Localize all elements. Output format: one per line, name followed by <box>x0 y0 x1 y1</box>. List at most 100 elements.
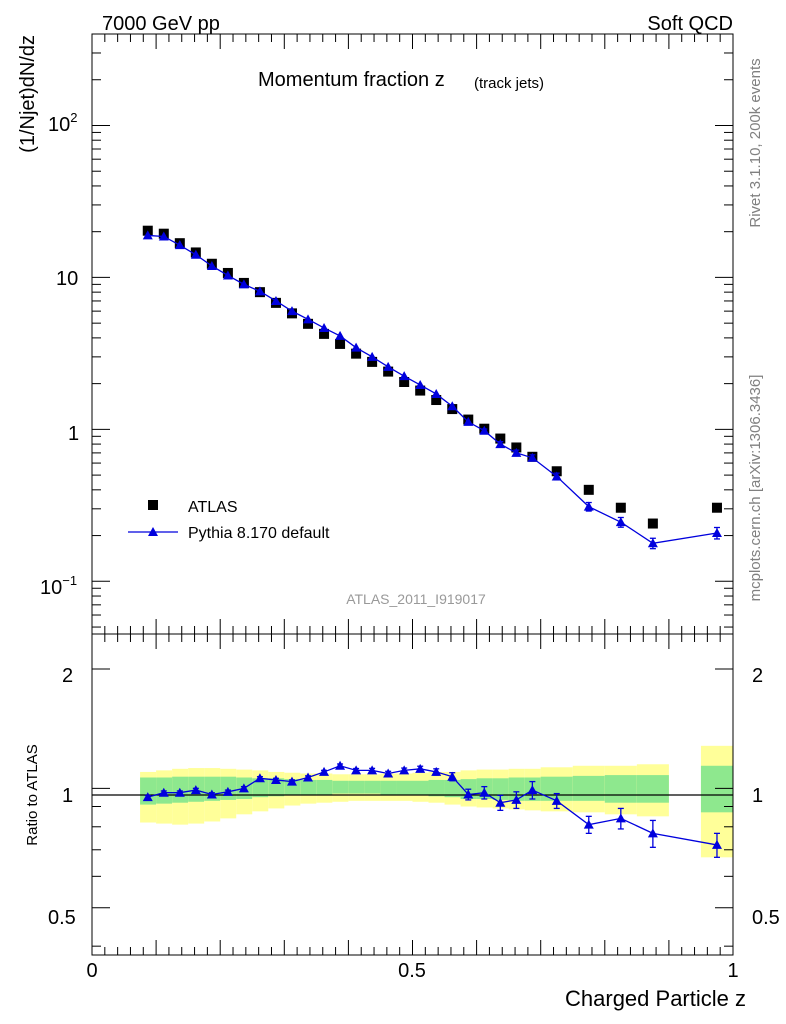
ratio-data-point <box>335 760 346 770</box>
ratio-data-point <box>583 819 594 829</box>
x-tick-label-1: 1 <box>727 960 738 982</box>
legend-label-atlas: ATLAS <box>188 499 238 516</box>
pythia-data-point <box>222 270 233 280</box>
pythia-data-point <box>415 379 426 389</box>
ratio-inner-band <box>252 778 269 798</box>
ratio-data-point <box>158 787 169 797</box>
rivet-label: Rivet 3.1.10, 200k events <box>747 58 764 227</box>
pythia-data-point <box>238 279 249 289</box>
ratio-data-point <box>447 771 458 781</box>
ratio-uncertainty-bands <box>140 745 733 858</box>
pythia-data-point <box>711 527 722 537</box>
ratio-data-point <box>647 828 658 838</box>
pythia-data-point <box>206 260 217 270</box>
legend: ATLAS Pythia 8.170 default <box>128 499 330 542</box>
header-right: Soft QCD <box>647 13 733 35</box>
ratio-data-point <box>463 789 474 799</box>
ratio-inner-band <box>428 779 445 797</box>
ratio-data-point <box>286 776 297 786</box>
pythia-data-point <box>319 322 330 332</box>
legend-label-pythia: Pythia 8.170 default <box>188 525 330 542</box>
atlas-data-point <box>351 348 362 359</box>
ratio-data-point <box>270 774 281 784</box>
atlas-data-point <box>399 376 410 387</box>
y-tick-label-0.1: 10−1 <box>40 573 77 599</box>
ratio-inner-band <box>396 780 413 795</box>
ratio-data-point <box>351 765 362 775</box>
ratio-inner-band <box>316 779 333 795</box>
ratio-y-tick-label-1-right: 1 <box>752 785 763 807</box>
ratio-inner-band <box>636 775 669 803</box>
ratio-data-point <box>367 765 378 775</box>
pythia-data-point <box>286 306 297 316</box>
atlas-data-point <box>383 366 394 377</box>
ratio-plot-frame <box>91 633 734 956</box>
header-left: 7000 GeV pp <box>102 13 220 35</box>
ratio-data-point <box>319 766 330 776</box>
atlas-data-point <box>511 442 522 453</box>
ratio-data-point <box>206 789 217 799</box>
ratio-inner-band <box>348 780 365 794</box>
y-tick-label-100: 102 <box>48 110 77 136</box>
atlas-data-point <box>303 318 314 329</box>
x-axis-label: Charged Particle z <box>565 986 746 1011</box>
main-x-ticks <box>91 34 734 634</box>
pythia-data-point <box>495 439 506 449</box>
ratio-inner-band <box>140 777 157 805</box>
ratio-data-point <box>222 786 233 796</box>
ratio-y-tick-label-2-right: 2 <box>752 665 763 687</box>
pythia-data-point <box>431 388 442 398</box>
ratio-inner-band <box>332 780 349 794</box>
pythia-data-point <box>511 447 522 457</box>
main-title: Momentum fraction z <box>258 69 445 91</box>
pythia-data-point <box>383 361 394 371</box>
pythia-data-point <box>158 231 169 241</box>
ratio-data-point <box>711 839 722 849</box>
pythia-data-point <box>463 416 474 426</box>
ratio-data-point <box>527 785 538 795</box>
main-title-subscript: (track jets) <box>474 75 544 92</box>
atlas-data-point <box>415 385 426 396</box>
ratio-data-point <box>303 772 314 782</box>
pythia-data-point <box>270 295 281 305</box>
pythia-data-point <box>351 342 362 352</box>
ratio-inner-band <box>412 780 429 796</box>
pythia-data-point <box>399 371 410 381</box>
pythia-data-point <box>647 538 658 548</box>
atlas-data-point <box>583 484 594 495</box>
ratio-data-point <box>479 787 490 797</box>
pythia-data-point <box>254 286 265 296</box>
ratio-inner-band <box>380 780 397 795</box>
ratio-data-point <box>511 794 522 804</box>
atlas-data-point <box>367 356 378 367</box>
atlas-data-point <box>647 518 658 529</box>
pythia-data-point <box>447 401 458 411</box>
main-panel: Momentum fraction z (track jets) (1/Njet… <box>17 33 734 635</box>
legend-marker-pythia <box>148 527 158 536</box>
ratio-inner-band <box>364 780 381 794</box>
ratio-y-tick-label-0.5-right: 0.5 <box>752 907 780 929</box>
pythia-data-point <box>615 517 626 527</box>
pythia-data-point <box>527 452 538 462</box>
pythia-data-point <box>190 249 201 259</box>
ratio-inner-band <box>300 779 317 795</box>
atlas-data-point <box>551 466 562 477</box>
pythia-data-point <box>551 471 562 481</box>
ratio-data-point <box>615 813 626 823</box>
ratio-y-tick-label-1-left: 1 <box>62 785 73 807</box>
ratio-data-point <box>142 792 153 802</box>
legend-marker-atlas <box>148 500 158 510</box>
ratio-data-point <box>174 787 185 797</box>
main-plot-frame <box>91 33 734 635</box>
ratio-data-point <box>551 795 562 805</box>
ratio-inner-band <box>284 779 301 796</box>
ratio-data-point <box>399 765 410 775</box>
ratio-data-point <box>190 785 201 795</box>
analysis-watermark: ATLAS_2011_I919017 <box>346 591 486 607</box>
ratio-y-ticks <box>92 668 733 947</box>
ratio-data-point <box>431 766 442 776</box>
ratio-data-point <box>495 797 506 807</box>
ratio-inner-band <box>572 775 605 801</box>
ratio-inner-band <box>444 779 461 798</box>
